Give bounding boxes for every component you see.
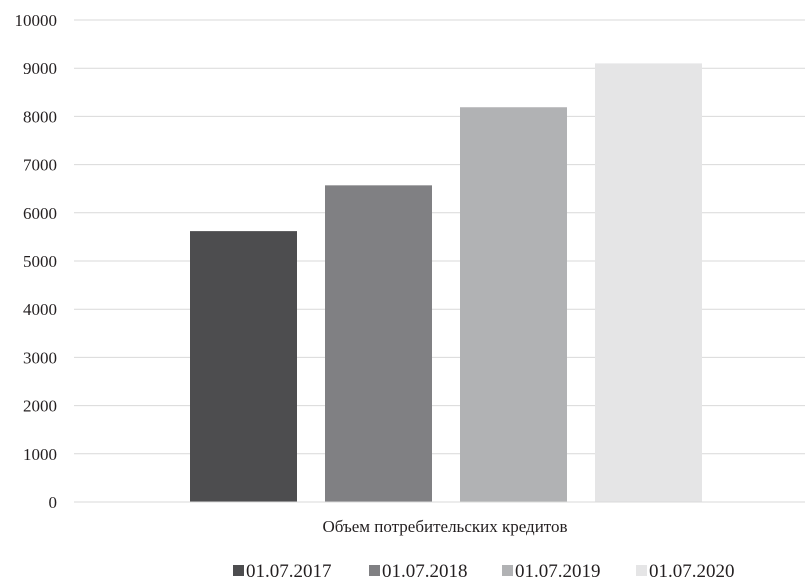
y-tick-label: 8000 xyxy=(23,107,57,126)
x-category-label: Объем потребительских кредитов xyxy=(322,517,567,536)
y-tick-label: 9000 xyxy=(23,59,57,78)
y-tick-label: 2000 xyxy=(23,397,57,416)
legend-label: 01.07.2020 xyxy=(649,561,735,579)
x-axis: Объем потребительских кредитов xyxy=(74,501,805,536)
y-tick-label: 7000 xyxy=(23,156,57,175)
y-tick-label: 3000 xyxy=(23,348,57,367)
y-tick-label: 10000 xyxy=(15,11,58,30)
y-tick-label: 5000 xyxy=(23,252,57,271)
bar-01.07.2018 xyxy=(325,185,432,503)
legend-swatch xyxy=(369,565,380,576)
legend-swatch xyxy=(233,565,244,576)
y-tick-label: 6000 xyxy=(23,204,57,223)
bar-01.07.2017 xyxy=(190,231,297,502)
y-tick-label: 4000 xyxy=(23,300,57,319)
bars xyxy=(190,63,702,503)
legend-label: 01.07.2018 xyxy=(382,561,468,579)
legend-swatch xyxy=(636,565,647,576)
bar-01.07.2019 xyxy=(460,107,567,502)
y-tick-label: 1000 xyxy=(23,445,57,464)
y-tick-label: 0 xyxy=(49,493,58,512)
bar-01.07.2020 xyxy=(595,63,702,502)
legend-label: 01.07.2017 xyxy=(246,561,332,579)
legend-label: 01.07.2019 xyxy=(515,561,601,579)
y-axis: 0 1000 2000 3000 4000 5000 6000 7000 8000 9000 100… xyxy=(15,11,58,512)
legend-swatch xyxy=(502,565,513,576)
legend: 01.07.2017 01.07.2018 01.07.2019 01.07.2020 xyxy=(233,561,735,579)
